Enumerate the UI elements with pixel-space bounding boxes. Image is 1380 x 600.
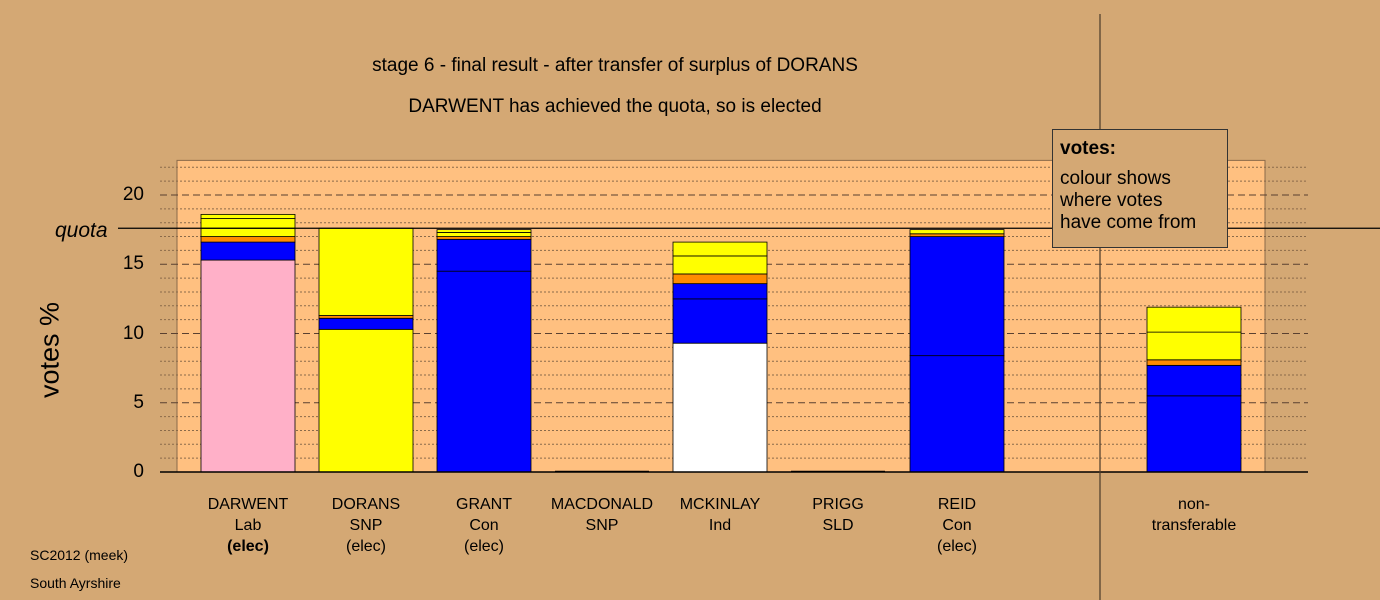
chart-title: stage 6 - final result - after transfer … [372, 55, 858, 76]
candidate-party: Con [469, 517, 499, 534]
candidate-party: Con [942, 517, 972, 534]
legend-line-1: colour shows [1060, 168, 1171, 189]
candidate-name: DARWENT [207, 496, 289, 513]
bar-mckinlay-segment [672, 255, 768, 275]
candidate-party: SNP [349, 517, 383, 534]
candidate-name: REID [937, 496, 977, 513]
bar-dorans-segment [318, 315, 414, 319]
bar-nontransferable-segment [1146, 364, 1242, 397]
legend-line-2: where votes [1060, 190, 1163, 211]
y-tick-label: 0 [133, 461, 144, 482]
candidate-label-reid: REID Con (elec) [887, 494, 1027, 557]
candidate-status: (elec) [345, 538, 386, 555]
y-tick-label: 10 [122, 322, 144, 344]
candidate-label-dorans: DORANS SNP (elec) [296, 494, 436, 557]
legend-title: votes: [1060, 138, 1116, 159]
nontransferable-label-line1: non- [1177, 496, 1211, 513]
bar-mckinlay-segment [672, 298, 768, 344]
candidate-label-grant: GRANT Con (elec) [414, 494, 554, 557]
candidate-party: SNP [585, 517, 619, 534]
legend-box: votes: colour shows where votes have com… [1052, 129, 1228, 248]
footer-method: SC2012 (meek) [30, 547, 129, 563]
bar-mckinlay-segment [672, 241, 768, 257]
candidate-name: GRANT [456, 496, 512, 513]
bar-dorans-segment [318, 328, 414, 473]
bar-grant-segment [436, 236, 532, 240]
candidate-status: (elec) [463, 538, 504, 555]
candidate-party: Ind [708, 517, 732, 534]
bar-nontransferable-segment [1146, 331, 1242, 361]
y-tick-label: 5 [133, 391, 144, 413]
candidate-party: Lab [234, 517, 262, 534]
candidate-label-macdonald: MACDONALD SNP [532, 494, 672, 536]
y-tick-label: 20 [122, 184, 144, 205]
footer-ward: South Ayrshire [30, 575, 121, 591]
y-tick-label: 15 [122, 253, 144, 275]
y-axis-label: votes % [34, 301, 65, 399]
legend-line-3: have come from [1060, 212, 1197, 233]
bar-mckinlay-segment [672, 273, 768, 285]
bar-darwent-segment [200, 241, 296, 261]
bar-reid-segment [909, 233, 1005, 237]
bar-darwent-segment [200, 227, 296, 237]
nontransferable-label: non- transferable [1124, 494, 1264, 536]
candidate-name: DORANS [331, 496, 401, 513]
bar-darwent-segment [200, 236, 296, 243]
candidate-name: MACDONALD [550, 496, 654, 513]
nontransferable-label-line2: transferable [1151, 517, 1237, 534]
bar-grant-segment [436, 238, 532, 272]
candidate-name: MCKINLAY [679, 496, 761, 513]
bar-nontransferable-segment [1146, 395, 1242, 473]
candidate-status: (elec) [936, 538, 977, 555]
bar-darwent-segment [200, 213, 296, 219]
chart-subtitle: DARWENT has achieved the quota, so is el… [408, 96, 822, 117]
candidate-status: (elec) [227, 538, 269, 555]
bar-grant-segment [436, 231, 532, 237]
bar-dorans-segment [318, 227, 414, 316]
candidate-label-mckinlay: MCKINLAY Ind [650, 494, 790, 536]
candidate-label-prigg: PRIGG SLD [768, 494, 908, 536]
bar-nontransferable-segment [1146, 359, 1242, 366]
quota-label: quota [55, 219, 108, 242]
bar-reid-segment [909, 355, 1005, 473]
candidate-name: PRIGG [812, 496, 864, 513]
bar-darwent-segment [200, 218, 296, 229]
candidate-party: SLD [822, 517, 854, 534]
bar-mckinlay-segment [672, 342, 768, 473]
bar-grant-segment [436, 229, 532, 233]
bar-mckinlay-segment [672, 283, 768, 300]
bar-reid-segment [909, 236, 1005, 357]
bar-darwent-segment [200, 259, 296, 473]
bar-grant-segment [436, 270, 532, 473]
candidate-label-darwent: DARWENT Lab (elec) [178, 494, 318, 557]
bar-reid-segment [909, 229, 1005, 235]
bar-nontransferable-segment [1146, 306, 1242, 333]
bar-dorans-segment [318, 317, 414, 330]
